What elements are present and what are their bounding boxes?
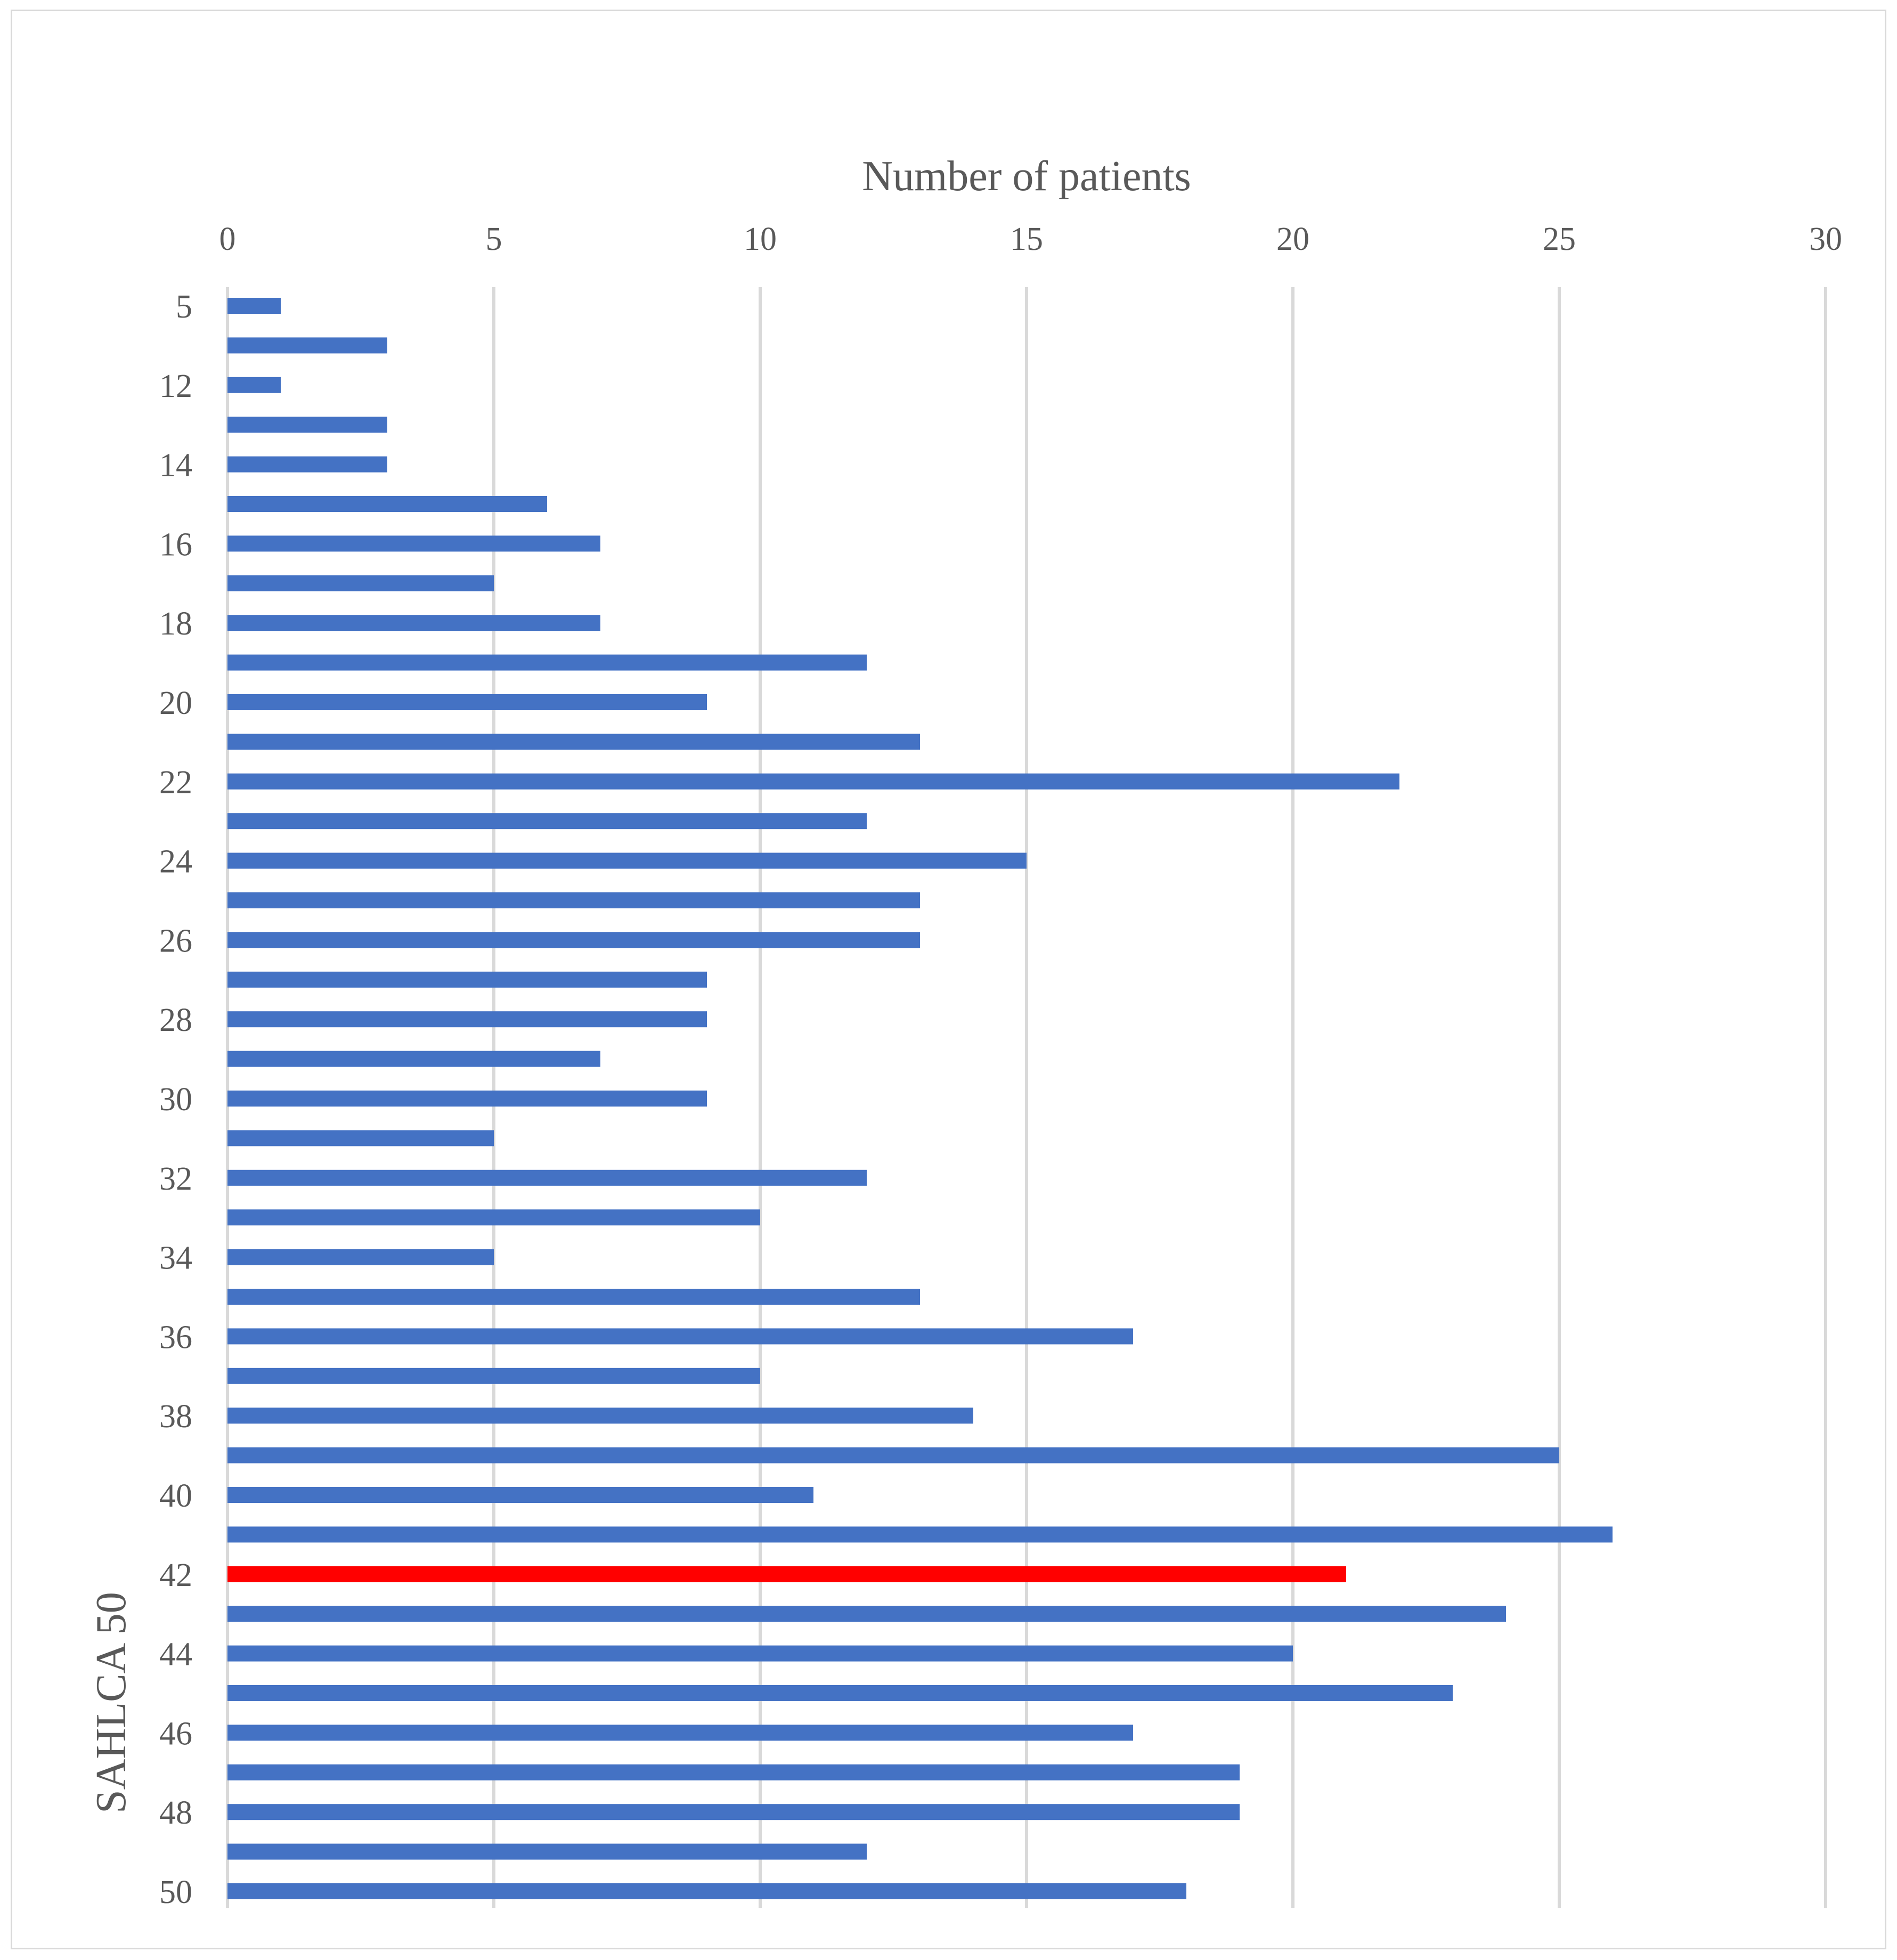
bar bbox=[227, 773, 1399, 790]
bar bbox=[227, 1011, 707, 1028]
bar bbox=[227, 1487, 813, 1503]
bar bbox=[227, 1169, 867, 1186]
bar bbox=[227, 496, 547, 512]
x-tick-label: 10 bbox=[744, 221, 777, 257]
bar bbox=[227, 1764, 1240, 1780]
y-tick-label: 20 bbox=[159, 685, 192, 721]
bar bbox=[227, 1130, 494, 1146]
y-tick-label: 28 bbox=[159, 1002, 192, 1038]
y-tick-label: 26 bbox=[159, 923, 192, 959]
bar bbox=[227, 298, 281, 314]
y-tick-label: 12 bbox=[159, 368, 192, 404]
bar bbox=[227, 575, 494, 591]
bar bbox=[227, 694, 707, 710]
y-tick-label: 46 bbox=[159, 1715, 192, 1752]
bar bbox=[227, 337, 387, 354]
bar bbox=[227, 1843, 867, 1860]
bar bbox=[227, 1209, 760, 1226]
bar bbox=[227, 654, 867, 671]
y-tick-label: 34 bbox=[159, 1240, 192, 1276]
bar bbox=[227, 456, 387, 473]
chart-svg: 0 5 10 15 20 25 30 512141618202224262830323436… bbox=[88, 153, 1843, 1910]
y-tick-labels: 5 12 14 16 18 20 22 24 26 28 30 32 34 36 38 40 42 44 46 48 5… bbox=[159, 289, 192, 1910]
bar bbox=[227, 1725, 1133, 1741]
y-tick-label: 16 bbox=[159, 526, 192, 563]
x-tick-label: 30 bbox=[1809, 221, 1842, 257]
x-axis-title: Number of patients bbox=[862, 153, 1191, 200]
bar bbox=[227, 1804, 1240, 1820]
bar bbox=[227, 615, 600, 631]
bar-layer bbox=[227, 298, 1613, 1899]
x-tick-label: 5 bbox=[486, 221, 502, 257]
y-tick-label: 50 bbox=[159, 1874, 192, 1910]
bar bbox=[227, 417, 387, 433]
y-tick-label: 32 bbox=[159, 1161, 192, 1197]
bar bbox=[227, 971, 707, 988]
bar bbox=[227, 1408, 973, 1424]
bar bbox=[227, 1883, 1186, 1899]
x-tick-label: 25 bbox=[1543, 221, 1576, 257]
bar bbox=[227, 1091, 707, 1107]
bar bbox=[227, 1645, 1293, 1662]
y-tick-label: 48 bbox=[159, 1795, 192, 1831]
x-tick-label: 15 bbox=[1010, 221, 1043, 257]
bar bbox=[227, 1328, 1133, 1345]
y-tick-label: 44 bbox=[159, 1637, 192, 1673]
bar bbox=[227, 377, 281, 393]
bar bbox=[227, 1685, 1453, 1701]
y-tick-label: 14 bbox=[159, 448, 192, 484]
bar bbox=[227, 892, 920, 908]
y-tick-label: 5 bbox=[176, 289, 192, 325]
bar bbox=[227, 734, 920, 750]
chart-frame: 0 5 10 15 20 25 30 5 12 14 16 18 20 22 24 26 28 30 32 34 36… bbox=[11, 10, 1886, 1949]
y-tick-label: 30 bbox=[159, 1081, 192, 1118]
y-tick-label: 40 bbox=[159, 1478, 192, 1514]
bar bbox=[227, 1606, 1506, 1622]
bar-highlight bbox=[227, 1566, 1346, 1582]
bar bbox=[227, 1249, 494, 1265]
y-tick-label: 42 bbox=[159, 1557, 192, 1593]
bar bbox=[227, 1368, 760, 1384]
y-tick-label: 24 bbox=[159, 844, 192, 880]
bar bbox=[227, 1289, 920, 1305]
y-tick-label: 18 bbox=[159, 606, 192, 642]
y-tick-label: 22 bbox=[159, 765, 192, 801]
bar bbox=[227, 1447, 1559, 1463]
bar bbox=[227, 932, 920, 948]
y-tick-label: 38 bbox=[159, 1398, 192, 1435]
y-tick-label: 36 bbox=[159, 1319, 192, 1355]
bar bbox=[227, 1051, 600, 1067]
bar bbox=[227, 813, 867, 829]
bar bbox=[227, 1526, 1613, 1543]
bar bbox=[227, 852, 1027, 869]
x-tick-label: 20 bbox=[1276, 221, 1309, 257]
y-axis-title: SAHLCA 50 bbox=[88, 1592, 135, 1813]
bar bbox=[227, 535, 600, 552]
grid-layer bbox=[226, 287, 1827, 1908]
x-tick-labels: 0 5 10 15 20 25 30 bbox=[219, 221, 1843, 257]
x-tick-label: 0 bbox=[219, 221, 236, 257]
